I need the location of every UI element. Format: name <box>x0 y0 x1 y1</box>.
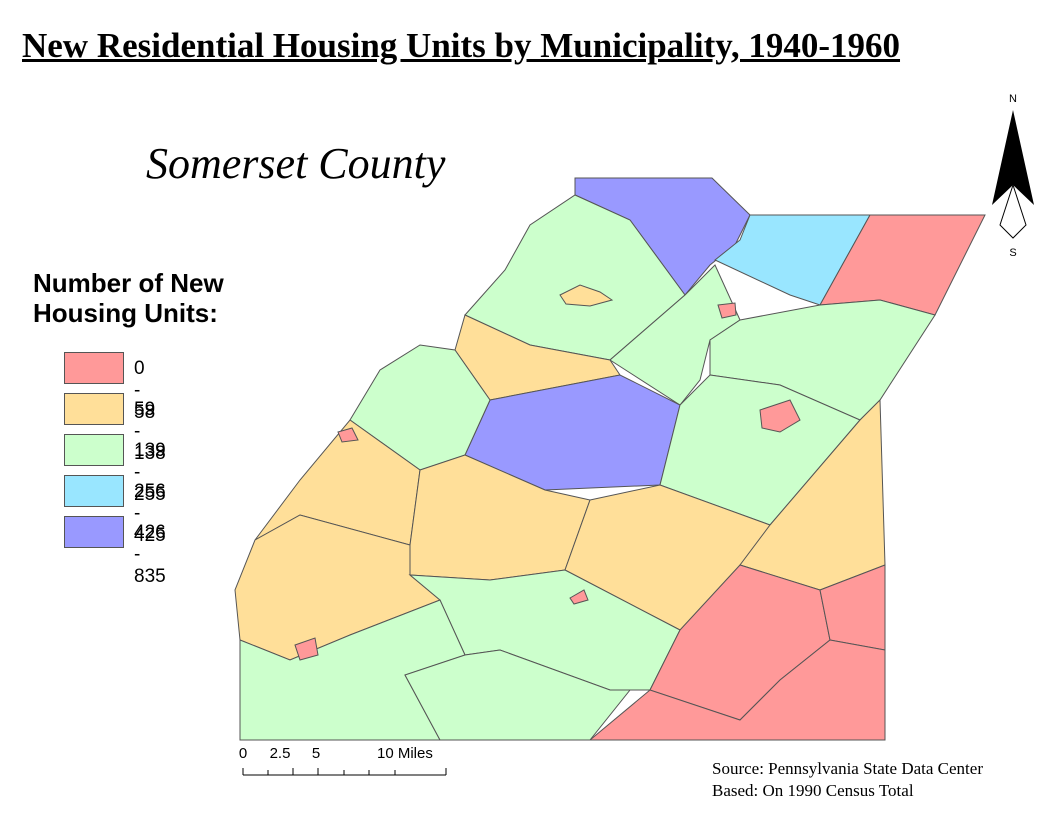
legend-label: 139 - 255 <box>134 440 166 505</box>
municipality <box>337 427 359 443</box>
scale-label: 5 <box>312 745 320 762</box>
municipality <box>759 399 801 433</box>
legend-swatch <box>64 393 124 425</box>
municipality <box>294 637 319 661</box>
scale-label: 10 Miles <box>377 745 433 762</box>
source-line: Based: On 1990 Census Total <box>712 781 914 800</box>
legend-label: 59 - 138 <box>134 399 166 464</box>
legend-swatch <box>64 516 124 548</box>
south-label: S <box>1009 247 1016 259</box>
north-arrow: N S <box>992 93 1034 259</box>
legend-swatch <box>64 434 124 466</box>
map-title: New Residential Housing Units by Municip… <box>22 26 901 65</box>
scale-label: 2.5 <box>270 745 291 762</box>
municipality <box>404 649 632 741</box>
legend-label: 426 - 835 <box>134 522 166 587</box>
legend-label: 0 - 58 <box>134 358 156 423</box>
legend-title: Number of New Housing Units: <box>33 268 224 328</box>
scale-label: 0 <box>239 745 247 762</box>
map-subtitle: Somerset County <box>146 139 446 188</box>
source-line: Source: Pennsylvania State Data Center <box>712 759 983 778</box>
legend-swatch <box>64 352 124 384</box>
municipalities <box>234 177 986 741</box>
north-label: N <box>1009 93 1017 105</box>
arrow-head <box>992 110 1034 205</box>
legend-label: 256 - 425 <box>134 481 166 546</box>
municipality <box>609 264 741 406</box>
municipality <box>559 284 614 307</box>
arrow-tail <box>999 183 1027 239</box>
source: Source: Pennsylvania State Data Center B… <box>712 758 983 802</box>
municipality <box>569 589 589 605</box>
municipality <box>588 639 886 741</box>
scale-bar: 0 2.5 5 10 Miles <box>239 745 447 776</box>
legend-swatch <box>64 475 124 507</box>
municipality <box>717 302 737 319</box>
